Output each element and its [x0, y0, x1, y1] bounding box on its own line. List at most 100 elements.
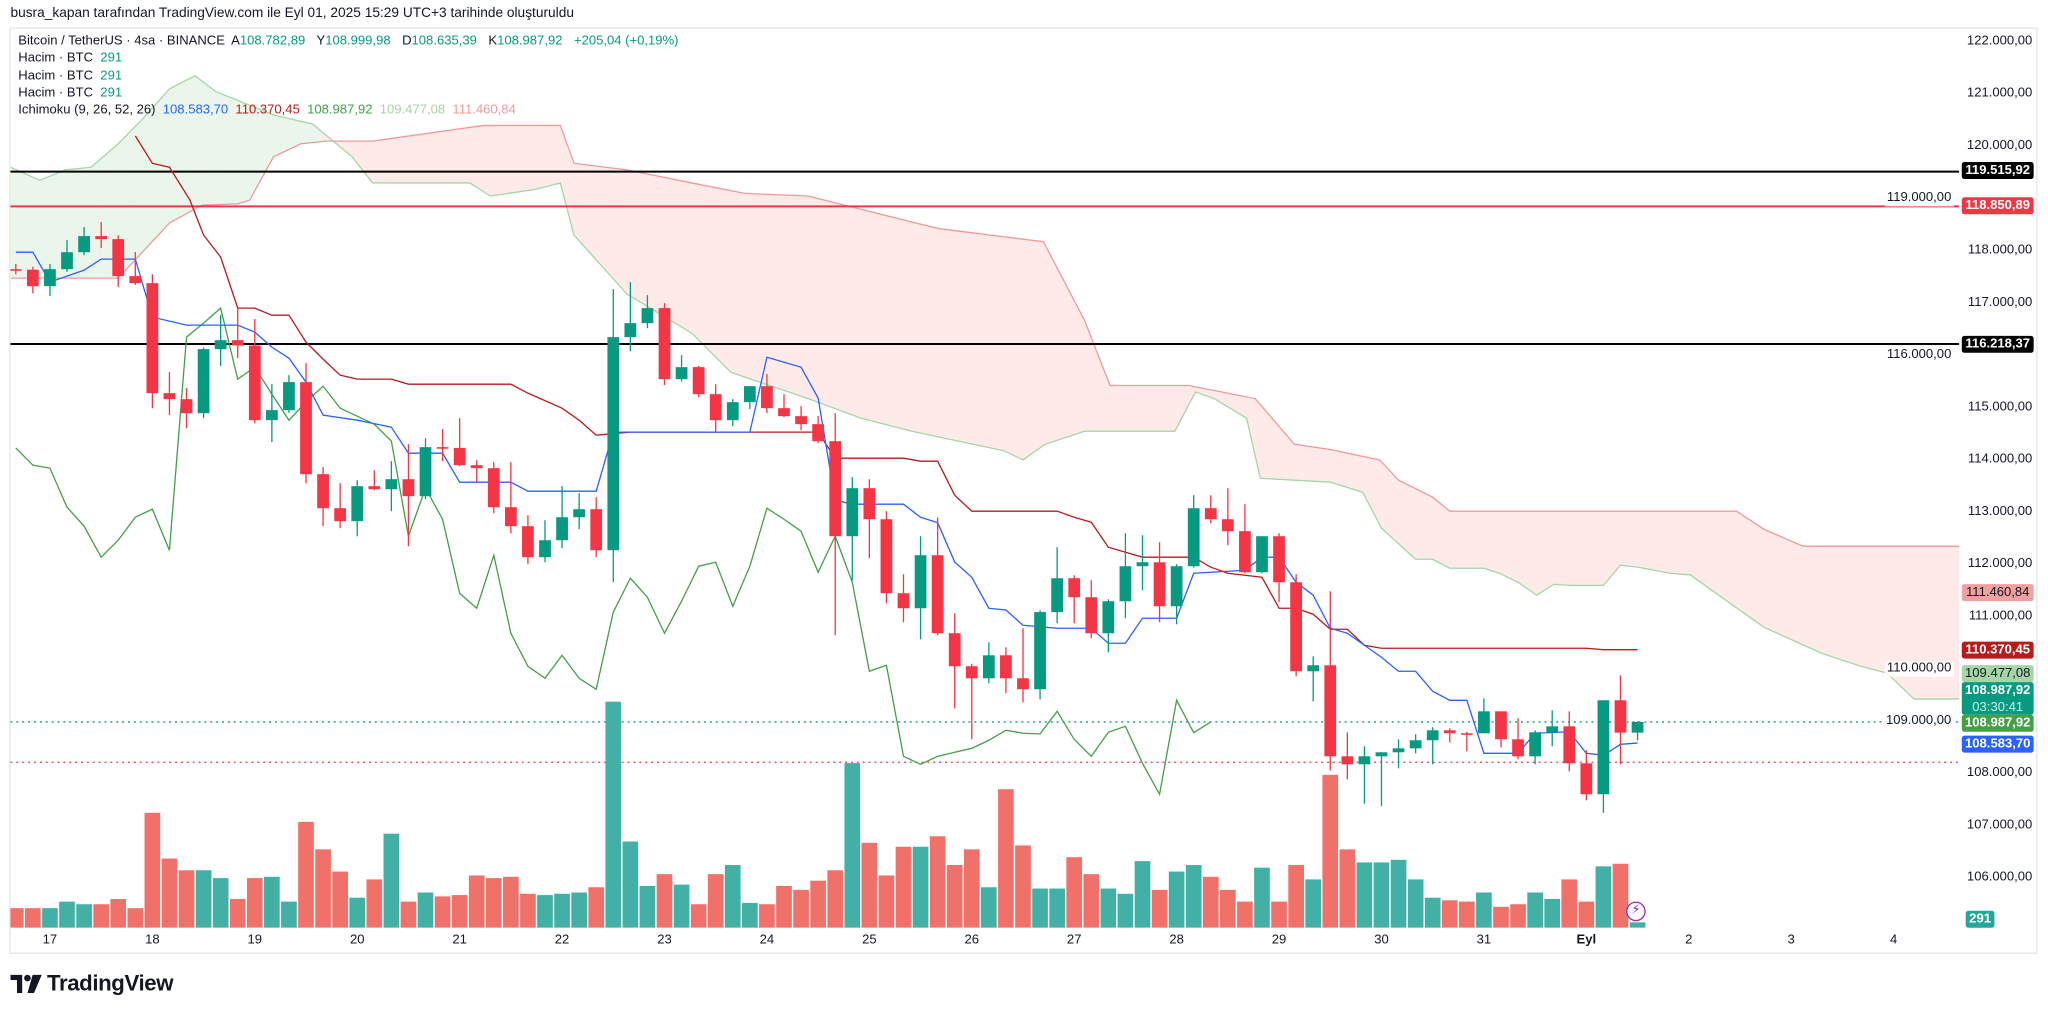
cloud-segment-bearish [1525, 511, 1531, 591]
cloud-segment-bearish [1120, 385, 1125, 432]
volume-bar [1629, 922, 1646, 928]
candle-bearish [402, 444, 415, 547]
cloud-segment-bearish [1205, 388, 1210, 398]
cloud-segment-bullish [232, 98, 237, 205]
candle-bullish [78, 227, 90, 256]
candle-bullish [1478, 698, 1490, 734]
cloud-segment-bullish [271, 113, 276, 162]
tenkan-value: 108.583,70 [162, 103, 229, 118]
candle-body [26, 269, 39, 287]
volume-tag: 291 [1965, 910, 1995, 928]
cloud-segment-bearish [471, 126, 476, 187]
price-axis-label: 114.000,00 [1967, 452, 2033, 467]
cloud-segment-bearish [1017, 238, 1023, 460]
price-axis-label: 117.000,00 [1967, 295, 2033, 310]
time-axis-label: 23 [657, 932, 672, 948]
legend-volume-row[interactable]: Hacim · BTC 291 [18, 50, 686, 67]
cloud-segment-bearish [1696, 511, 1701, 583]
cloud-segment-bearish [497, 125, 502, 195]
cloud-segment-bearish [1867, 546, 1872, 670]
cloud-segment-bearish [1261, 405, 1266, 479]
volume-bar [1100, 888, 1117, 928]
lightning-icon[interactable]: ⚡ [1626, 901, 1646, 922]
cloud-segment-bearish [1598, 511, 1603, 586]
cloud-segment-bearish [505, 125, 511, 194]
cloud-segment-bullish [10, 167, 15, 279]
candle-bearish [146, 274, 159, 409]
cloud-segment-bearish [1833, 546, 1838, 659]
cloud-segment-bearish [842, 204, 848, 414]
candle-bearish [453, 418, 466, 467]
cloud-segment-bullish [142, 113, 148, 252]
cloud-segment-bearish [1700, 511, 1705, 586]
candle-body [1273, 536, 1285, 583]
candle-bearish [692, 365, 705, 398]
cloud-segment-bearish [936, 228, 942, 438]
cloud-segment-bullish [322, 131, 327, 142]
candle-bearish [590, 497, 603, 558]
candle-bullish [1546, 710, 1559, 747]
candle-bearish [112, 235, 125, 288]
candle-body [1187, 508, 1200, 567]
volume-bar [588, 887, 605, 928]
cloud-segment-bearish [949, 229, 954, 441]
cloud-segment-bearish [1180, 385, 1185, 422]
cloud-segment-bearish [1807, 546, 1812, 649]
volume-bar [1459, 901, 1475, 928]
legend-symbol-row[interactable]: Bitcoin / TetherUS · 4sa · BINANCE A108.… [18, 33, 686, 50]
cloud-segment-bearish [864, 210, 869, 421]
chart-legend: Bitcoin / TetherUS · 4sa · BINANCE A108.… [18, 33, 686, 120]
cloud-segment-bearish [445, 130, 451, 183]
cloud-segment-bearish [1931, 546, 1936, 700]
cloud-segment-bearish [514, 125, 519, 193]
price-axis-label: 116.000,00 [1884, 347, 1954, 364]
cloud-segment-bullish [147, 108, 152, 247]
cloud-segment-bullish [305, 122, 310, 144]
legend-volume-row[interactable]: Hacim · BTC 291 [18, 85, 686, 102]
cloud-segment-bearish [1060, 274, 1065, 440]
cloud-segment-bearish [1803, 546, 1808, 647]
cloud-segment-bearish [1350, 453, 1356, 490]
volume-bar [127, 908, 144, 928]
cloud-segment-bearish [1162, 385, 1168, 432]
volume-label: Hacim · BTC [18, 86, 94, 101]
volume-value: 291 [100, 51, 123, 66]
cloud-segment-bearish [1342, 452, 1347, 488]
cloud-segment-bullish [228, 96, 233, 205]
cloud-segment-bearish [1389, 470, 1394, 540]
volume-bar [503, 876, 519, 928]
cloud-segment-bearish [736, 191, 741, 376]
volume-bar [485, 878, 502, 928]
candle-bearish [300, 363, 312, 484]
candle-bearish [1153, 542, 1166, 623]
cloud-segment-bearish [757, 193, 762, 383]
candle-bearish [26, 266, 39, 294]
chikou-value: 108.987,92 [307, 103, 373, 118]
legend-ichimoku-row[interactable]: Ichimoku (9, 26, 52, 26) 108.583,70 110.… [18, 102, 686, 119]
volume-bar [246, 878, 263, 928]
cloud-segment-bearish [1837, 546, 1842, 660]
chikou-tag: 108.987,92 [1961, 714, 2034, 732]
candle-body [1443, 730, 1456, 734]
candle-body [1034, 612, 1046, 690]
candle-body [1170, 566, 1183, 607]
cloud-segment-bearish [1790, 540, 1795, 642]
legend-volume-row[interactable]: Hacim · BTC 291 [18, 67, 686, 84]
open-value: 108.782,89 [239, 33, 306, 49]
volume-bar [537, 895, 553, 928]
candle-body [1631, 721, 1644, 733]
candle-body [1597, 700, 1610, 795]
cloud-segment-bearish [753, 193, 758, 382]
cloud-segment-bullish [83, 167, 88, 279]
tradingview-logo[interactable]: TradingView [10, 971, 173, 997]
cloud-segment-bearish [1726, 511, 1731, 604]
cloud-segment-bearish [1555, 511, 1560, 585]
price-axis[interactable]: 122.000,00 121.000,00 120.000,00 119.000,00… [1883, 29, 2037, 928]
cloud-segment-bearish [953, 230, 959, 442]
cloud-segment-bearish [962, 231, 967, 443]
candle-body [1546, 726, 1559, 733]
cloud-segment-bearish [1935, 546, 1940, 700]
volume-bar [1493, 906, 1509, 928]
cloud-segment-bearish [556, 125, 562, 187]
